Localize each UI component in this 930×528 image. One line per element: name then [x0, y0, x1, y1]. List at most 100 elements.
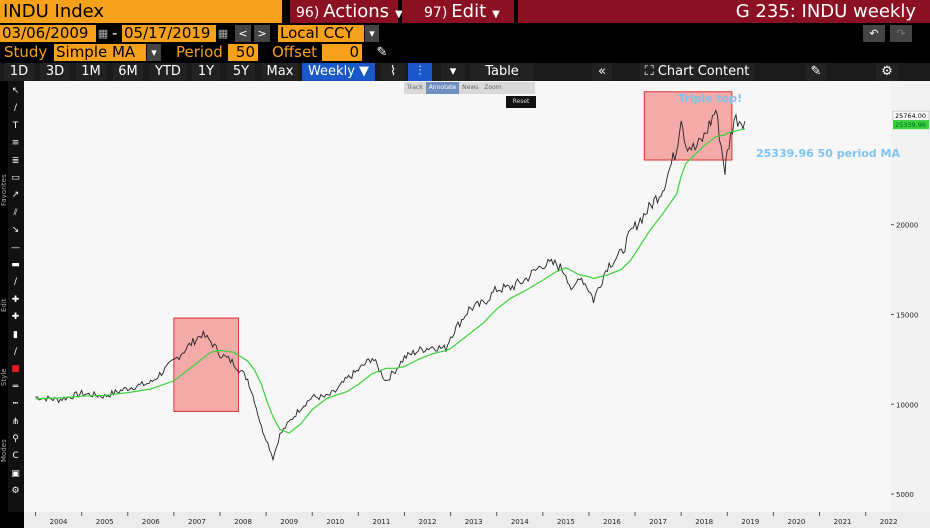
- table-button[interactable]: Table: [470, 63, 534, 81]
- x-tick-label-2014: 2014: [511, 518, 529, 526]
- currency-select[interactable]: Local CCY: [278, 25, 364, 42]
- style-line-icon[interactable]: ∕: [13, 347, 18, 357]
- end-date-field[interactable]: 05/17/2019: [122, 25, 216, 42]
- range-1m-button[interactable]: 1M: [76, 63, 106, 81]
- left-toolstrip: [8, 81, 24, 512]
- offset-input[interactable]: 0: [322, 44, 362, 61]
- chart-type-dropdown-icon[interactable]: ▾: [441, 63, 465, 81]
- annotate-tool[interactable]: Annotate: [425, 82, 460, 94]
- x-tick-label-2013: 2013: [465, 518, 483, 526]
- actions-label: Actions: [323, 1, 390, 22]
- magnet-icon[interactable]: ⋔: [11, 416, 20, 427]
- edit-number: 97): [424, 5, 448, 21]
- cursor-icon[interactable]: ↖: [11, 86, 20, 96]
- x-tick-label-2020: 2020: [788, 518, 806, 526]
- currency-dropdown-icon[interactable]: ▾: [365, 25, 379, 42]
- dash-icon[interactable]: ┅: [12, 399, 19, 410]
- actions-caret-icon: ▼: [395, 9, 403, 20]
- x-tick-label-2015: 2015: [557, 518, 575, 526]
- range-1y-button[interactable]: 1Y: [192, 63, 220, 81]
- x-tick-label-2022: 2022: [880, 518, 898, 526]
- line-chart-icon[interactable]: ⌇: [381, 63, 405, 81]
- end-calendar-icon[interactable]: ▦: [217, 25, 229, 42]
- hline-icon[interactable]: —: [11, 242, 20, 253]
- actions-menu[interactable]: 96) Actions ▼: [290, 0, 403, 23]
- moving-average-line: [35, 128, 745, 434]
- collapse-icon[interactable]: «: [592, 63, 612, 81]
- highlight-box-2: [643, 91, 733, 161]
- reset-button[interactable]: Reset: [506, 96, 536, 108]
- price-series-line: [35, 109, 746, 462]
- range-1d-button[interactable]: 1D: [4, 63, 34, 81]
- measure-icon[interactable]: ≣: [11, 155, 20, 166]
- highlight-box-1: [173, 317, 239, 412]
- layers-icon[interactable]: ▣: [11, 468, 20, 479]
- brush-icon[interactable]: ▬: [11, 260, 20, 270]
- undo-icon[interactable]: ↶: [863, 25, 885, 42]
- graph-title: G 235: INDU weekly: [518, 0, 930, 23]
- start-calendar-icon[interactable]: ▦: [97, 25, 109, 42]
- prev-period-button[interactable]: <: [235, 25, 251, 42]
- chart-content-icon: ⛶: [644, 64, 654, 79]
- frequency-select[interactable]: Weekly ▼: [302, 63, 375, 81]
- box-icon[interactable]: ▭: [11, 173, 20, 183]
- ma-price-tag: [893, 120, 929, 130]
- range-ytd-button[interactable]: YTD: [150, 63, 186, 81]
- cross-icon[interactable]: ✚: [11, 312, 20, 323]
- period-label: Period: [176, 43, 223, 61]
- x-tick-label-2006: 2006: [142, 518, 160, 526]
- x-tick-label-2011: 2011: [372, 518, 390, 526]
- crosshair-icon[interactable]: ✚: [11, 294, 20, 305]
- cycle-icon[interactable]: C: [12, 451, 19, 462]
- gear-small-icon[interactable]: ⚙: [11, 486, 20, 497]
- chain-icon[interactable]: ⚲: [12, 434, 19, 444]
- edit-menu[interactable]: 97) Edit ▼: [402, 0, 514, 23]
- chart-content-button[interactable]: ⛶ Chart Content: [640, 63, 754, 81]
- x-tick-label-2009: 2009: [280, 518, 298, 526]
- x-tick-label-2010: 2010: [326, 518, 344, 526]
- x-tick-label-2005: 2005: [96, 518, 114, 526]
- arrow-icon[interactable]: ↗: [11, 190, 20, 201]
- actions-number: 96): [296, 5, 320, 21]
- pen-icon[interactable]: ∕: [13, 277, 18, 288]
- plot-area[interactable]: [24, 81, 891, 512]
- x-tick-label-2018: 2018: [695, 518, 713, 526]
- text-tool-icon[interactable]: T: [12, 120, 19, 131]
- study-label: Study: [4, 43, 48, 61]
- trash-icon[interactable]: ▮: [13, 329, 18, 340]
- bar-chart-icon[interactable]: ⫶: [408, 63, 432, 81]
- chart-content-label: Chart Content: [657, 64, 750, 79]
- zoom-tool[interactable]: Zoom: [484, 84, 502, 91]
- width-icon[interactable]: ═: [12, 381, 19, 392]
- range-max-button[interactable]: Max: [262, 63, 298, 81]
- floating-toolbar: Track Annotate News Zoom: [404, 82, 535, 94]
- range-6m-button[interactable]: 6M: [113, 63, 143, 81]
- frequency-label: Weekly: [307, 64, 355, 79]
- fib-icon[interactable]: ≡: [11, 138, 20, 149]
- y-tick-label-20000: 20000: [896, 222, 918, 230]
- next-period-button[interactable]: >: [254, 25, 270, 42]
- range-3d-button[interactable]: 3D: [40, 63, 70, 81]
- pencil-icon[interactable]: ✎: [374, 44, 390, 61]
- settings-gear-icon[interactable]: ⚙: [876, 63, 898, 81]
- study-select[interactable]: Simple MA: [54, 44, 146, 61]
- color-swatch-icon[interactable]: ■: [11, 364, 20, 375]
- y-tick-label-5000: 5000: [896, 491, 914, 499]
- edit-chart-icon[interactable]: ✎: [806, 63, 826, 81]
- news-tool[interactable]: News: [462, 84, 479, 91]
- period-input[interactable]: 50: [228, 44, 258, 61]
- line-draw-icon[interactable]: ∕: [13, 103, 18, 114]
- channel-icon[interactable]: ⫽: [13, 207, 18, 218]
- x-tick-label-2007: 2007: [188, 518, 206, 526]
- ray-icon[interactable]: ↘: [11, 225, 20, 236]
- y-axis-panel: [891, 81, 930, 512]
- redo-icon[interactable]: ↷: [890, 25, 912, 42]
- range-5y-button[interactable]: 5Y: [227, 63, 255, 81]
- start-date-field[interactable]: 03/06/2009: [0, 25, 96, 42]
- study-dropdown-icon[interactable]: ▾: [147, 44, 161, 61]
- title-bar: INDU Index 96) Actions ▼ 97) Edit ▼ G 235: I…: [0, 0, 930, 24]
- x-tick-label-2017: 2017: [649, 518, 667, 526]
- track-tool[interactable]: Track: [407, 84, 423, 91]
- ticker-field[interactable]: INDU Index: [0, 0, 282, 23]
